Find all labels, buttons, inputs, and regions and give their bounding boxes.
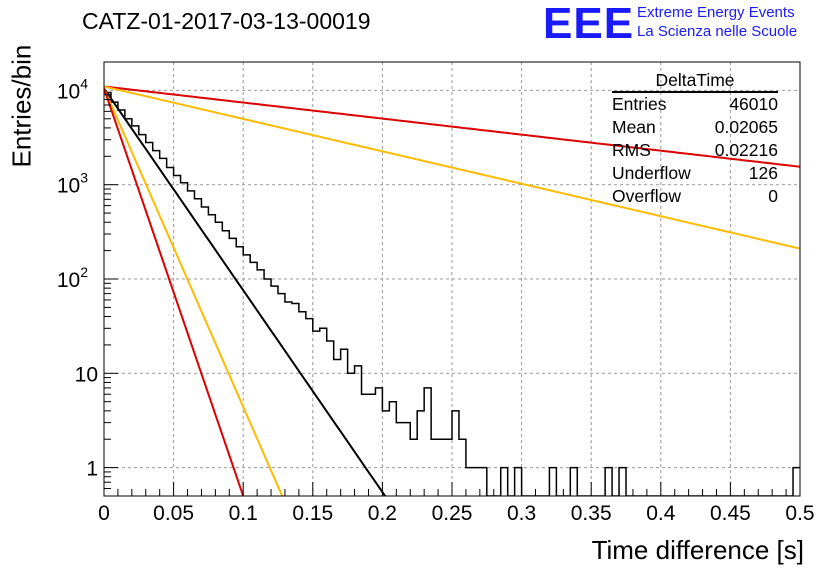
- y-tick-label: 103: [57, 170, 88, 198]
- stats-value: 0.02216: [714, 140, 778, 160]
- x-tick-label: 0: [98, 502, 110, 525]
- x-tick-label: 0.15: [292, 502, 333, 525]
- stats-box: DeltaTime Entries 46010 Mean 0.02065 RMS 0.…: [612, 70, 778, 208]
- exp-fit-curve: [104, 85, 800, 250]
- exp-fit-curve: [104, 87, 284, 496]
- stats-label: Mean: [612, 117, 656, 137]
- stats-title: DeltaTime: [612, 70, 778, 93]
- exp-fit-curve: [104, 88, 245, 496]
- stats-value: 0.02065: [714, 117, 778, 137]
- stats-label: Overflow: [612, 186, 682, 206]
- stats-row: Entries 46010: [612, 93, 778, 116]
- x-tick-label: 0.3: [507, 502, 536, 525]
- y-tick-label: 104: [57, 75, 88, 103]
- x-tick-label: 0.2: [368, 502, 397, 525]
- x-tick-label: 0.05: [153, 502, 194, 525]
- exp-fit-curve: [104, 87, 387, 496]
- stats-label: Entries: [612, 94, 667, 114]
- x-tick-label: 0.25: [432, 502, 473, 525]
- x-tick-label: 0.35: [571, 502, 612, 525]
- x-axis-label: Time difference [s]: [591, 535, 804, 565]
- x-tick-label: 0.1: [229, 502, 258, 525]
- x-tick-label: 0.5: [785, 502, 814, 525]
- eee-logo: EEE: [543, 0, 635, 48]
- stats-row: RMS 0.02216: [612, 139, 778, 162]
- stats-value: 0: [768, 186, 778, 206]
- exp-fit-curve: [104, 85, 800, 168]
- histogram-deltatime: [104, 91, 800, 496]
- x-tick-label: 0.4: [646, 502, 676, 525]
- chart-title: CATZ-01-2017-03-13-00019: [82, 8, 371, 34]
- stats-row: Mean 0.02065: [612, 116, 778, 139]
- stats-label: Underflow: [612, 163, 691, 183]
- y-axis-label: Entries/bin: [6, 44, 37, 168]
- stats-value: 46010: [729, 94, 778, 114]
- y-tick-label: 102: [57, 264, 88, 292]
- stats-label: RMS: [612, 140, 651, 160]
- y-tick-label: 1: [86, 458, 98, 481]
- stats-row: Overflow 0: [612, 185, 778, 208]
- stats-value: 126: [748, 163, 778, 183]
- x-tick-label: 0.45: [710, 502, 751, 525]
- stats-row: Underflow 126: [612, 162, 778, 185]
- logo-line-1: Extreme Energy Events: [637, 4, 795, 21]
- y-tick-label: 10: [75, 363, 98, 386]
- logo-caption: Extreme Energy Events La Scienza nelle S…: [637, 3, 797, 41]
- logo-line-2: La Scienza nelle Scuole: [637, 23, 798, 40]
